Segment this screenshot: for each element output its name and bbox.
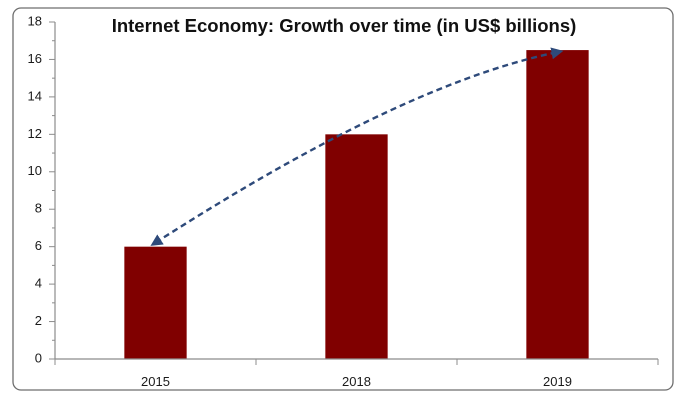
y-tick-label: 16 (28, 51, 42, 66)
y-tick-label: 10 (28, 163, 42, 178)
y-axis-ticks: 0 2 4 6 8 10 12 14 16 18 (28, 13, 55, 365)
growth-arrow (150, 47, 564, 246)
y-tick-label: 18 (28, 13, 42, 28)
x-tick-label: 2018 (342, 374, 371, 389)
chart-title: Internet Economy: Growth over time (in U… (112, 15, 577, 36)
y-tick-label: 0 (35, 350, 42, 365)
y-tick-label: 6 (35, 238, 42, 253)
y-tick-label: 2 (35, 313, 42, 328)
y-tick-label: 12 (28, 126, 42, 141)
bar-2018 (325, 134, 388, 359)
x-axis-ticks: 2015 2018 2019 (54, 359, 659, 389)
y-tick-label: 8 (35, 201, 42, 216)
x-tick-label: 2019 (543, 374, 572, 389)
growth-arrow-path (150, 47, 564, 246)
y-tick-label: 14 (28, 88, 42, 103)
y-tick-label: 4 (35, 276, 42, 291)
x-tick-label: 2015 (141, 374, 170, 389)
bar-2015 (124, 246, 187, 359)
bar-2019 (526, 50, 589, 359)
